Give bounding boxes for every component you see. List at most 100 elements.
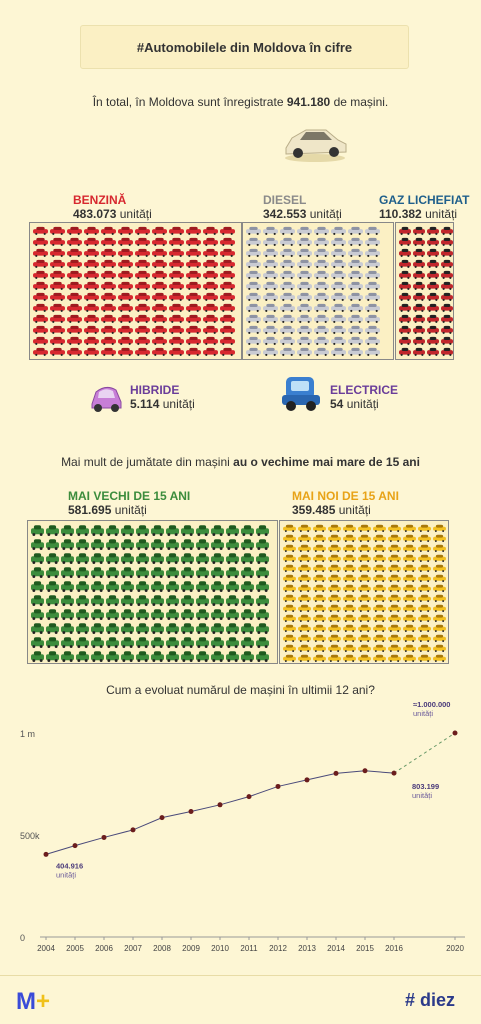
red-car-icon — [220, 270, 235, 279]
grey-car-icon — [314, 347, 329, 356]
yellow-car-icon — [403, 594, 416, 602]
green-car-icon — [256, 581, 269, 592]
grey-car-icon — [280, 303, 295, 312]
dark-red-car-icon — [441, 314, 453, 323]
yellow-car-icon — [358, 584, 371, 592]
yellow-car-icon — [403, 634, 416, 642]
dark-red-car-icon — [399, 347, 411, 356]
yellow-car-icon — [328, 564, 341, 572]
red-car-icon — [152, 347, 167, 356]
yellow-car-icon — [418, 634, 431, 642]
yellow-car-icon — [313, 594, 326, 602]
green-car-icon — [136, 539, 149, 550]
green-car-icon — [121, 553, 134, 564]
grey-car-icon — [263, 281, 278, 290]
green-car-icon — [211, 595, 224, 606]
red-car-icon — [84, 237, 99, 246]
green-car-icon — [136, 525, 149, 536]
yellow-car-icon — [283, 624, 296, 632]
grey-car-icon — [246, 248, 261, 257]
grey-car-icon — [297, 226, 312, 235]
grey-car-icon — [365, 347, 380, 356]
yellow-car-icon — [388, 634, 401, 642]
yellow-car-icon — [328, 624, 341, 632]
hibride-unit: unități — [162, 397, 195, 411]
yellow-car-icon — [418, 544, 431, 552]
green-car-icon — [61, 609, 74, 620]
red-car-icon — [118, 336, 133, 345]
page-title-text: #Automobilele din Moldova în cifre — [136, 39, 353, 55]
old-cars-header: MAI VECHI DE 15 ANI 581.695 unități — [68, 489, 190, 517]
yellow-car-icon — [388, 574, 401, 582]
yellow-car-icon — [373, 624, 386, 632]
red-car-icon — [101, 270, 116, 279]
green-car-icon — [241, 651, 254, 662]
green-car-icon — [61, 567, 74, 578]
red-car-icon — [67, 292, 82, 301]
x-tick-label: 2011 — [240, 944, 258, 953]
yellow-car-icon — [373, 594, 386, 602]
dark-red-car-icon — [413, 325, 425, 334]
yellow-car-icon — [358, 564, 371, 572]
grey-car-icon — [280, 226, 295, 235]
green-car-icon — [106, 539, 119, 550]
grey-car-icon — [348, 292, 363, 301]
new-cars-value: 359.485 — [292, 503, 336, 517]
yellow-car-icon — [283, 634, 296, 642]
green-car-icon — [76, 581, 89, 592]
green-car-icon — [46, 581, 59, 592]
dark-red-car-icon — [399, 314, 411, 323]
dark-red-car-icon — [427, 303, 439, 312]
annotation-unit: unități — [413, 709, 433, 718]
dark-red-car-icon — [399, 292, 411, 301]
data-point — [452, 730, 458, 736]
red-car-icon — [50, 226, 65, 235]
green-car-icon — [76, 623, 89, 634]
red-car-icon — [118, 270, 133, 279]
dark-red-car-icon — [413, 314, 425, 323]
x-tick-label: 2005 — [66, 944, 84, 953]
grey-car-icon — [246, 325, 261, 334]
hibride-value: 5.114 — [130, 397, 160, 411]
red-car-icon — [67, 226, 82, 235]
yellow-car-icon — [283, 604, 296, 612]
yellow-car-icon — [418, 584, 431, 592]
yellow-car-icon — [358, 654, 371, 662]
red-car-icon — [220, 314, 235, 323]
red-car-icon — [135, 336, 150, 345]
green-car-icon — [151, 567, 164, 578]
yellow-car-icon — [403, 574, 416, 582]
grey-car-icon — [314, 259, 329, 268]
grey-car-icon — [314, 336, 329, 345]
yellow-car-icon — [313, 644, 326, 652]
x-tick-label: 2007 — [124, 944, 142, 953]
green-car-icon — [46, 651, 59, 662]
red-car-icon — [84, 248, 99, 257]
new-cars-name: MAI NOI DE 15 ANI — [292, 489, 399, 503]
yellow-car-icon — [433, 604, 446, 612]
yellow-car-icon — [328, 654, 341, 662]
green-car-icon — [91, 581, 104, 592]
green-car-icon — [106, 525, 119, 536]
red-car-icon — [203, 281, 218, 290]
grey-car-icon — [263, 226, 278, 235]
yellow-car-icon — [283, 574, 296, 582]
yellow-car-icon — [418, 524, 431, 532]
grey-car-icon — [348, 336, 363, 345]
yellow-car-icon — [403, 544, 416, 552]
yellow-car-icon — [418, 604, 431, 612]
green-car-icon — [106, 581, 119, 592]
yellow-car-icon — [283, 564, 296, 572]
mplus-logo-m: M — [16, 988, 36, 1015]
yellow-car-icon — [313, 544, 326, 552]
annotation-unit: unități — [412, 791, 432, 800]
red-car-icon — [135, 314, 150, 323]
yellow-car-icon — [343, 534, 356, 542]
yellow-car-icon — [388, 654, 401, 662]
green-car-icon — [121, 595, 134, 606]
green-car-icon — [241, 595, 254, 606]
red-car-icon — [118, 237, 133, 246]
yellow-car-icon — [388, 554, 401, 562]
yellow-car-icon — [358, 574, 371, 582]
grey-car-icon — [297, 336, 312, 345]
